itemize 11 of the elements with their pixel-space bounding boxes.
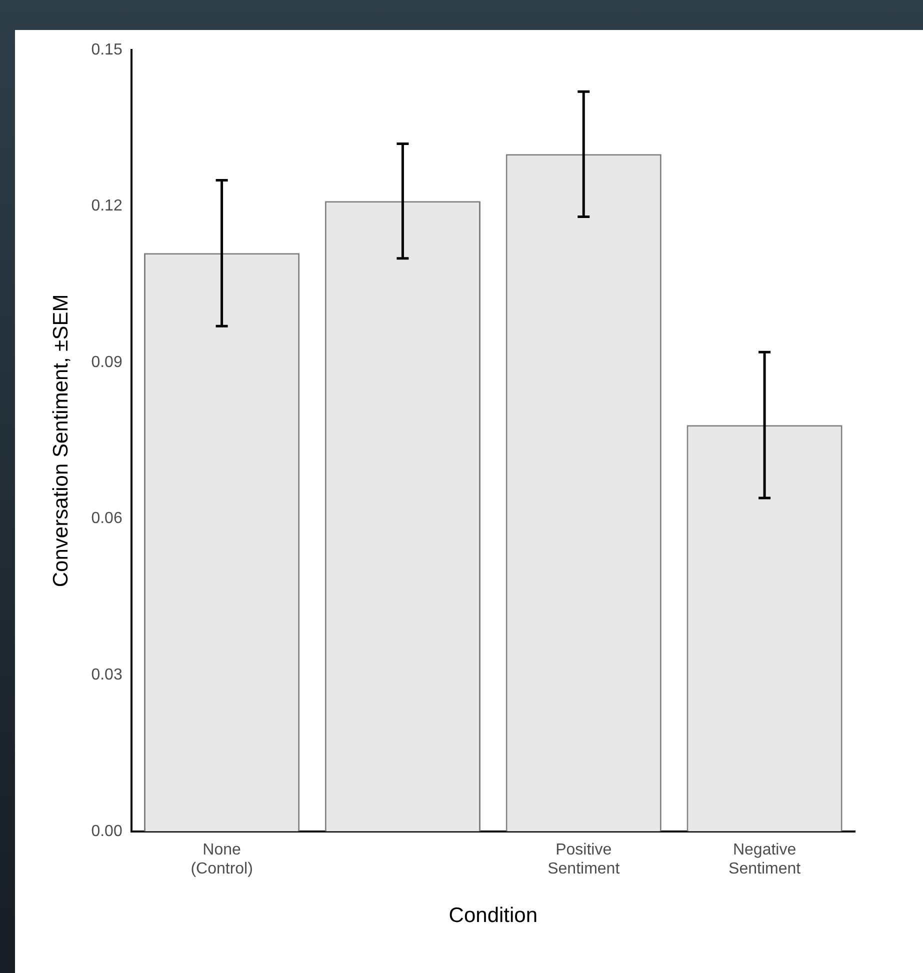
y-tick-label: 0.12 [91,198,122,215]
y-tick-label: 0.06 [91,510,122,528]
y-axis-title: Conversation Sentiment, ±SEM [49,294,72,588]
y-tick-label: 0.09 [91,354,122,371]
x-axis-title: Condition [448,904,538,928]
y-tick-label: 0.00 [91,822,122,840]
x-tick-label: None (Control) [190,841,253,878]
y-tick-label: 0.03 [91,666,122,684]
y-tick-label: 0.15 [91,41,122,58]
x-tick-label: Negative Sentiment [728,841,802,878]
x-tick-label: Positive Sentiment [548,841,620,878]
